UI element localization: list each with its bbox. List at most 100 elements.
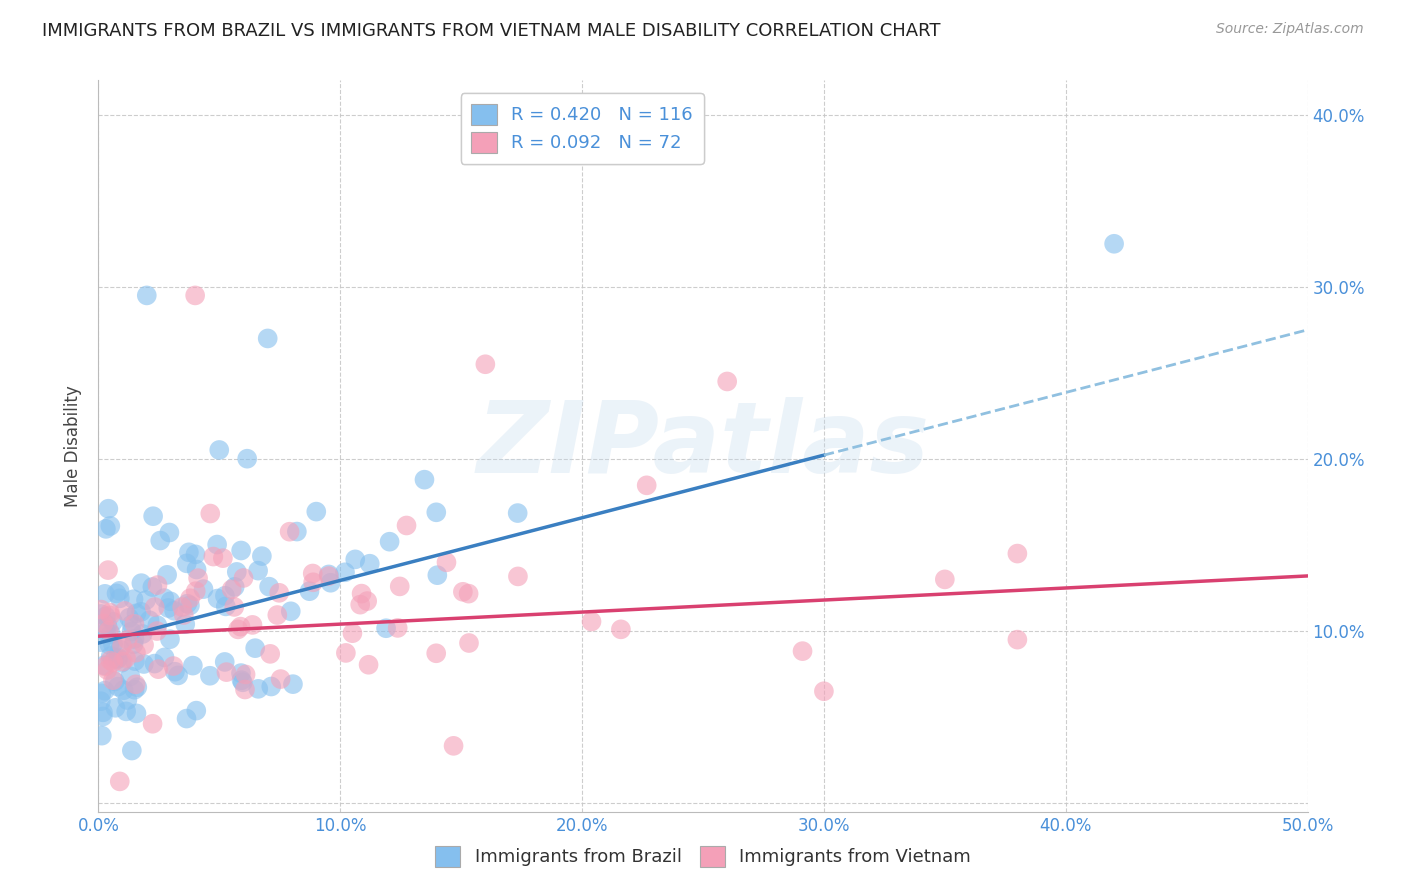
Point	[159, 632, 181, 647]
Point	[208, 442, 231, 457]
Point	[90, 686, 112, 700]
Point	[186, 704, 208, 718]
Point	[233, 682, 256, 697]
Point	[115, 705, 138, 719]
Point	[256, 331, 278, 345]
Point	[232, 675, 254, 690]
Point	[349, 598, 371, 612]
Point	[179, 591, 201, 606]
Point	[97, 563, 120, 577]
Text: ZIPatlas: ZIPatlas	[477, 398, 929, 494]
Point	[121, 624, 143, 639]
Point	[224, 599, 246, 614]
Point	[162, 659, 184, 673]
Point	[269, 586, 291, 600]
Point	[378, 534, 401, 549]
Point	[375, 621, 398, 635]
Point	[143, 657, 166, 671]
Point	[226, 623, 249, 637]
Point	[108, 774, 131, 789]
Point	[98, 519, 121, 533]
Point	[270, 672, 292, 686]
Point	[96, 663, 118, 677]
Point	[243, 641, 266, 656]
Point	[90, 694, 112, 708]
Point	[97, 624, 120, 638]
Point	[124, 682, 146, 697]
Point	[120, 669, 142, 683]
Point	[125, 706, 148, 721]
Point	[98, 638, 121, 652]
Point	[146, 578, 169, 592]
Point	[305, 505, 328, 519]
Point	[111, 639, 134, 653]
Point	[148, 662, 170, 676]
Point	[94, 587, 117, 601]
Point	[184, 584, 207, 599]
Point	[425, 646, 447, 660]
Legend: Immigrants from Brazil, Immigrants from Vietnam: Immigrants from Brazil, Immigrants from …	[427, 838, 979, 874]
Point	[229, 543, 252, 558]
Point	[184, 288, 207, 302]
Point	[342, 626, 364, 640]
Point	[229, 666, 252, 681]
Point	[207, 591, 229, 606]
Point	[131, 576, 153, 591]
Point	[117, 632, 139, 647]
Point	[100, 627, 122, 641]
Point	[121, 617, 143, 632]
Point	[1007, 547, 1029, 561]
Point	[101, 655, 124, 669]
Point	[125, 607, 148, 621]
Point	[235, 667, 257, 681]
Point	[458, 636, 481, 650]
Point	[581, 615, 603, 629]
Point	[176, 597, 198, 611]
Point	[319, 575, 342, 590]
Point	[231, 673, 253, 688]
Point	[156, 567, 179, 582]
Point	[506, 506, 529, 520]
Point	[202, 549, 225, 564]
Point	[506, 569, 529, 583]
Point	[105, 586, 128, 600]
Point	[90, 729, 112, 743]
Point	[395, 518, 418, 533]
Point	[176, 557, 198, 571]
Point	[143, 600, 166, 615]
Point	[111, 655, 134, 669]
Point	[359, 557, 381, 571]
Point	[149, 533, 172, 548]
Point	[280, 604, 302, 618]
Point	[387, 621, 409, 635]
Point	[159, 594, 181, 608]
Text: Source: ZipAtlas.com: Source: ZipAtlas.com	[1216, 22, 1364, 37]
Point	[236, 451, 259, 466]
Point	[335, 646, 357, 660]
Point	[215, 665, 238, 679]
Point	[157, 601, 180, 615]
Point	[146, 618, 169, 632]
Point	[91, 709, 114, 723]
Point	[214, 589, 236, 603]
Point	[193, 582, 215, 596]
Point	[212, 551, 235, 566]
Point	[125, 646, 148, 660]
Point	[122, 637, 145, 651]
Point	[716, 375, 738, 389]
Point	[153, 591, 176, 605]
Point	[1007, 632, 1029, 647]
Point	[127, 680, 149, 694]
Point	[108, 642, 131, 657]
Point	[94, 609, 117, 624]
Point	[173, 607, 195, 622]
Point	[104, 652, 127, 666]
Point	[91, 706, 114, 720]
Text: IMMIGRANTS FROM BRAZIL VS IMMIGRANTS FROM VIETNAM MALE DISABILITY CORRELATION CH: IMMIGRANTS FROM BRAZIL VS IMMIGRANTS FRO…	[42, 22, 941, 40]
Legend: R = 0.420   N = 116, R = 0.092   N = 72: R = 0.420 N = 116, R = 0.092 N = 72	[461, 93, 703, 163]
Point	[93, 658, 115, 673]
Point	[229, 620, 252, 634]
Point	[413, 473, 436, 487]
Point	[198, 669, 221, 683]
Point	[813, 684, 835, 698]
